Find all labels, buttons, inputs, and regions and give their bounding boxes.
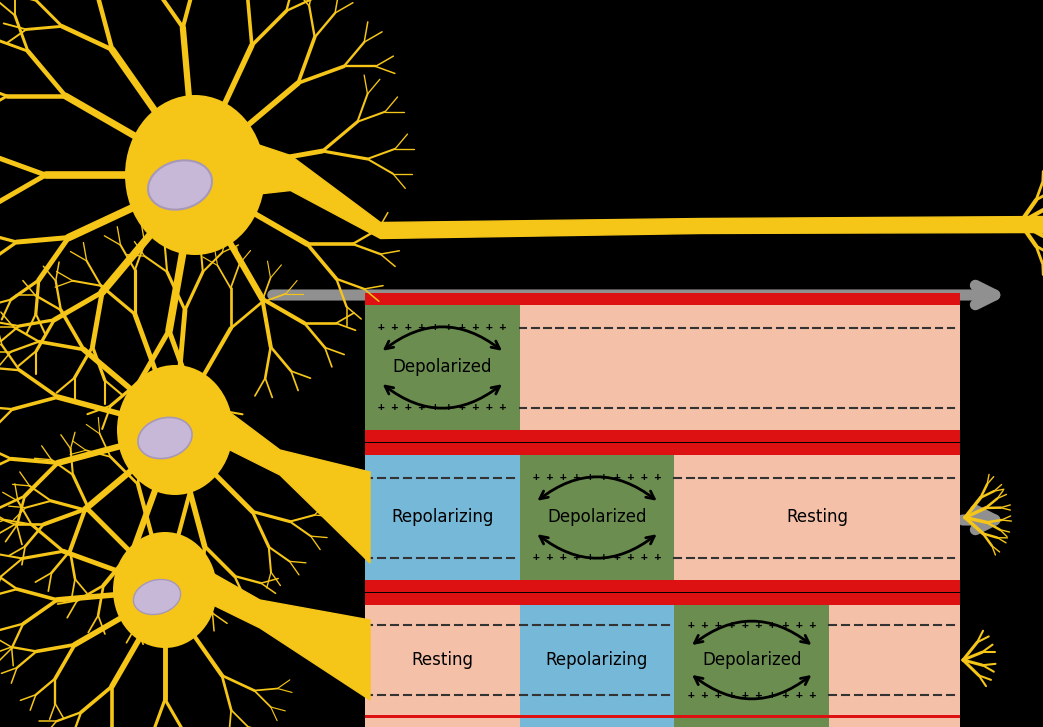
Bar	[365, 430, 960, 442]
Bar	[519, 718, 675, 727]
Bar	[675, 455, 960, 580]
Text: Repolarizing: Repolarizing	[545, 651, 649, 669]
Bar	[365, 593, 960, 605]
Bar	[365, 443, 960, 455]
Bar	[365, 293, 960, 305]
Bar	[365, 706, 960, 718]
Ellipse shape	[134, 579, 180, 614]
Bar	[829, 718, 960, 727]
Text: Depolarized: Depolarized	[392, 358, 492, 377]
Text: + + + + + + + + + +: + + + + + + + + + +	[687, 620, 816, 630]
Bar	[365, 580, 960, 592]
Text: + + + + + + + + + +: + + + + + + + + + +	[533, 553, 661, 563]
Text: Repolarizing: Repolarizing	[391, 508, 493, 526]
Ellipse shape	[125, 95, 265, 255]
Bar	[519, 455, 675, 580]
Bar	[365, 455, 519, 580]
Ellipse shape	[148, 161, 212, 209]
Text: Depolarized: Depolarized	[548, 508, 647, 526]
Bar	[365, 718, 519, 727]
Ellipse shape	[113, 532, 217, 648]
Polygon shape	[220, 405, 370, 563]
Bar	[675, 605, 829, 715]
Bar	[365, 715, 960, 727]
Text: + + + + + + + + + +: + + + + + + + + + +	[379, 323, 507, 332]
Text: Resting: Resting	[786, 508, 848, 526]
Bar	[365, 305, 519, 430]
Bar	[829, 605, 960, 715]
Bar	[519, 605, 675, 715]
Text: Depolarized: Depolarized	[702, 651, 801, 669]
Text: Resting: Resting	[411, 651, 474, 669]
Text: + + + + + + + + + +: + + + + + + + + + +	[533, 473, 661, 483]
Bar	[365, 605, 519, 715]
Bar	[519, 305, 960, 430]
Bar	[675, 718, 829, 727]
Text: + + + + + + + + + +: + + + + + + + + + +	[687, 690, 816, 700]
Ellipse shape	[117, 365, 233, 495]
Text: + + + + + + + + + +: + + + + + + + + + +	[379, 403, 507, 412]
Ellipse shape	[138, 417, 192, 459]
Polygon shape	[207, 570, 370, 700]
